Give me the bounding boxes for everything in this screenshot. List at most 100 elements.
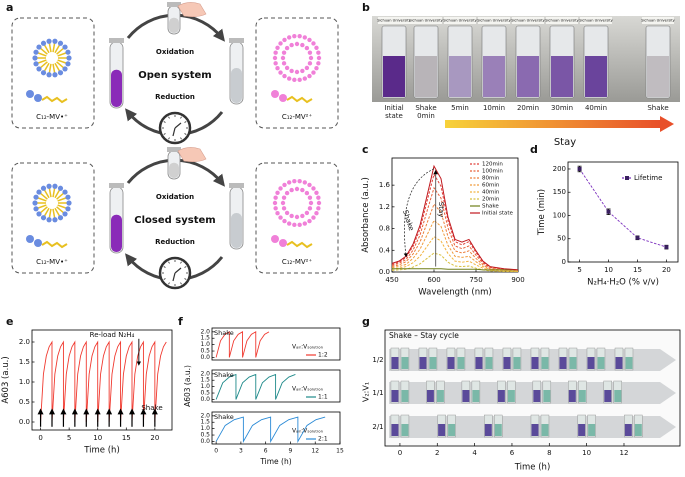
vesicle-head — [307, 61, 313, 66]
data-line — [391, 203, 519, 271]
x-tick-label: 5 — [577, 266, 581, 274]
amphiphile-head — [40, 70, 47, 76]
x-tick-label: 450 — [385, 276, 398, 284]
vesicle-head — [300, 213, 305, 219]
vial-liquid — [569, 357, 577, 369]
vial-liquid — [507, 390, 515, 402]
vial-label-strip — [444, 17, 476, 24]
amphiphile-head — [62, 44, 68, 50]
vesicle-head — [294, 186, 300, 192]
amphiphile-head — [65, 61, 71, 67]
vesicle-head — [281, 206, 287, 211]
clock-tick — [184, 278, 187, 280]
amphiphile-head — [65, 194, 71, 200]
legend-marker — [625, 176, 629, 180]
x-axis-label: Time (h) — [83, 446, 120, 456]
vial-label-strip — [642, 17, 674, 24]
x-tick-label: 5 — [67, 434, 71, 442]
amphiphile-head — [46, 38, 52, 44]
x-tick-label: 10 — [93, 434, 102, 442]
amphiphile-tail — [37, 52, 47, 57]
data-line — [215, 331, 270, 358]
amphiphile-tail — [43, 207, 50, 217]
mv-ring — [279, 239, 287, 247]
x-tick-label: 12 — [311, 448, 319, 455]
amphiphile-tail — [57, 59, 67, 64]
vesicle-head — [308, 200, 314, 206]
data-line — [391, 172, 519, 271]
vial-liquid — [436, 390, 444, 402]
vial-liquid — [401, 390, 409, 402]
annotation: Shake — [214, 413, 234, 421]
vial-label: Sichuan University — [443, 19, 477, 23]
vial-caption: Shake — [647, 104, 669, 112]
amphiphile-head — [57, 185, 64, 191]
vial-liquid — [497, 390, 505, 402]
annotation: Stay — [437, 202, 445, 218]
vesicle-head — [278, 70, 283, 75]
x-tick-label: 10 — [604, 266, 613, 274]
y-tick-label: 1.5 — [200, 419, 210, 426]
vesicle-head — [311, 70, 316, 75]
species-label: C₁₂-MV²⁺ — [282, 113, 313, 121]
vial-liquid — [588, 424, 596, 436]
panel-label: e — [6, 315, 13, 328]
y-tick-label: 1.2 — [379, 203, 390, 211]
vial-liquid — [447, 357, 455, 369]
vial-label: Sichuan University — [377, 19, 411, 23]
vesicle-head — [284, 45, 290, 51]
vesicle-head — [300, 68, 305, 74]
amphiphile-tail — [48, 188, 52, 198]
vesicle-head — [308, 55, 314, 61]
clock-tick — [180, 282, 182, 285]
vesicle-head — [273, 50, 278, 55]
x-tick-label: 10 — [582, 449, 591, 457]
y-axis-label: V₂:V₁ — [362, 382, 371, 402]
y-tick-label: 0 — [562, 258, 566, 266]
clock-tick — [168, 261, 170, 264]
amphiphile-head — [66, 55, 72, 61]
amphiphile-tail — [37, 204, 47, 209]
vial-liquid — [503, 357, 511, 369]
vial-liquid — [597, 357, 605, 369]
amphiphile-head — [40, 185, 47, 191]
panel-label: b — [362, 1, 370, 14]
clock-tick — [163, 133, 166, 135]
y-tick-label: 0.0 — [200, 438, 210, 445]
vesicle-head — [297, 77, 302, 83]
vial-label-strip — [478, 17, 510, 24]
x-tick-label: 6 — [510, 449, 515, 457]
data-line — [391, 236, 519, 272]
alkyl-chain — [41, 95, 68, 104]
vesicle-head — [292, 222, 297, 228]
vial-liquid — [604, 390, 612, 402]
x-tick-label: 20 — [662, 266, 671, 274]
vial-caption: 20min — [516, 104, 540, 112]
vial-cap — [109, 183, 124, 188]
amphiphile-head — [33, 194, 39, 200]
annotation: Shake — [214, 371, 234, 379]
vesicle-head — [278, 41, 283, 46]
vesicle-head — [307, 50, 313, 55]
x-tick-label: 12 — [620, 449, 629, 457]
vial-liquid — [541, 357, 549, 369]
amphiphile-head — [32, 200, 38, 206]
species-box — [11, 162, 95, 274]
vesicle-head — [297, 222, 302, 228]
vial-liquid — [457, 357, 465, 369]
vial-liquid — [485, 357, 493, 369]
vial-liquid — [551, 56, 573, 97]
alkyl-chain — [286, 240, 313, 249]
y-axis-label: A603 (a.u.) — [183, 365, 192, 407]
amphiphile-tail — [54, 44, 61, 54]
vesicle-head — [314, 45, 319, 50]
y-tick-label: 0.5 — [200, 432, 210, 439]
vial-cap — [109, 38, 124, 43]
vial-liquid — [383, 56, 405, 97]
x-tick-label: 15 — [336, 448, 344, 455]
x-axis-label: Time (h) — [259, 457, 291, 466]
x-tick-label: 0 — [38, 434, 42, 442]
y-tick-label: 0.0 — [200, 354, 210, 361]
amphiphile-tail — [52, 208, 56, 218]
x-tick-label: 3 — [239, 448, 243, 455]
